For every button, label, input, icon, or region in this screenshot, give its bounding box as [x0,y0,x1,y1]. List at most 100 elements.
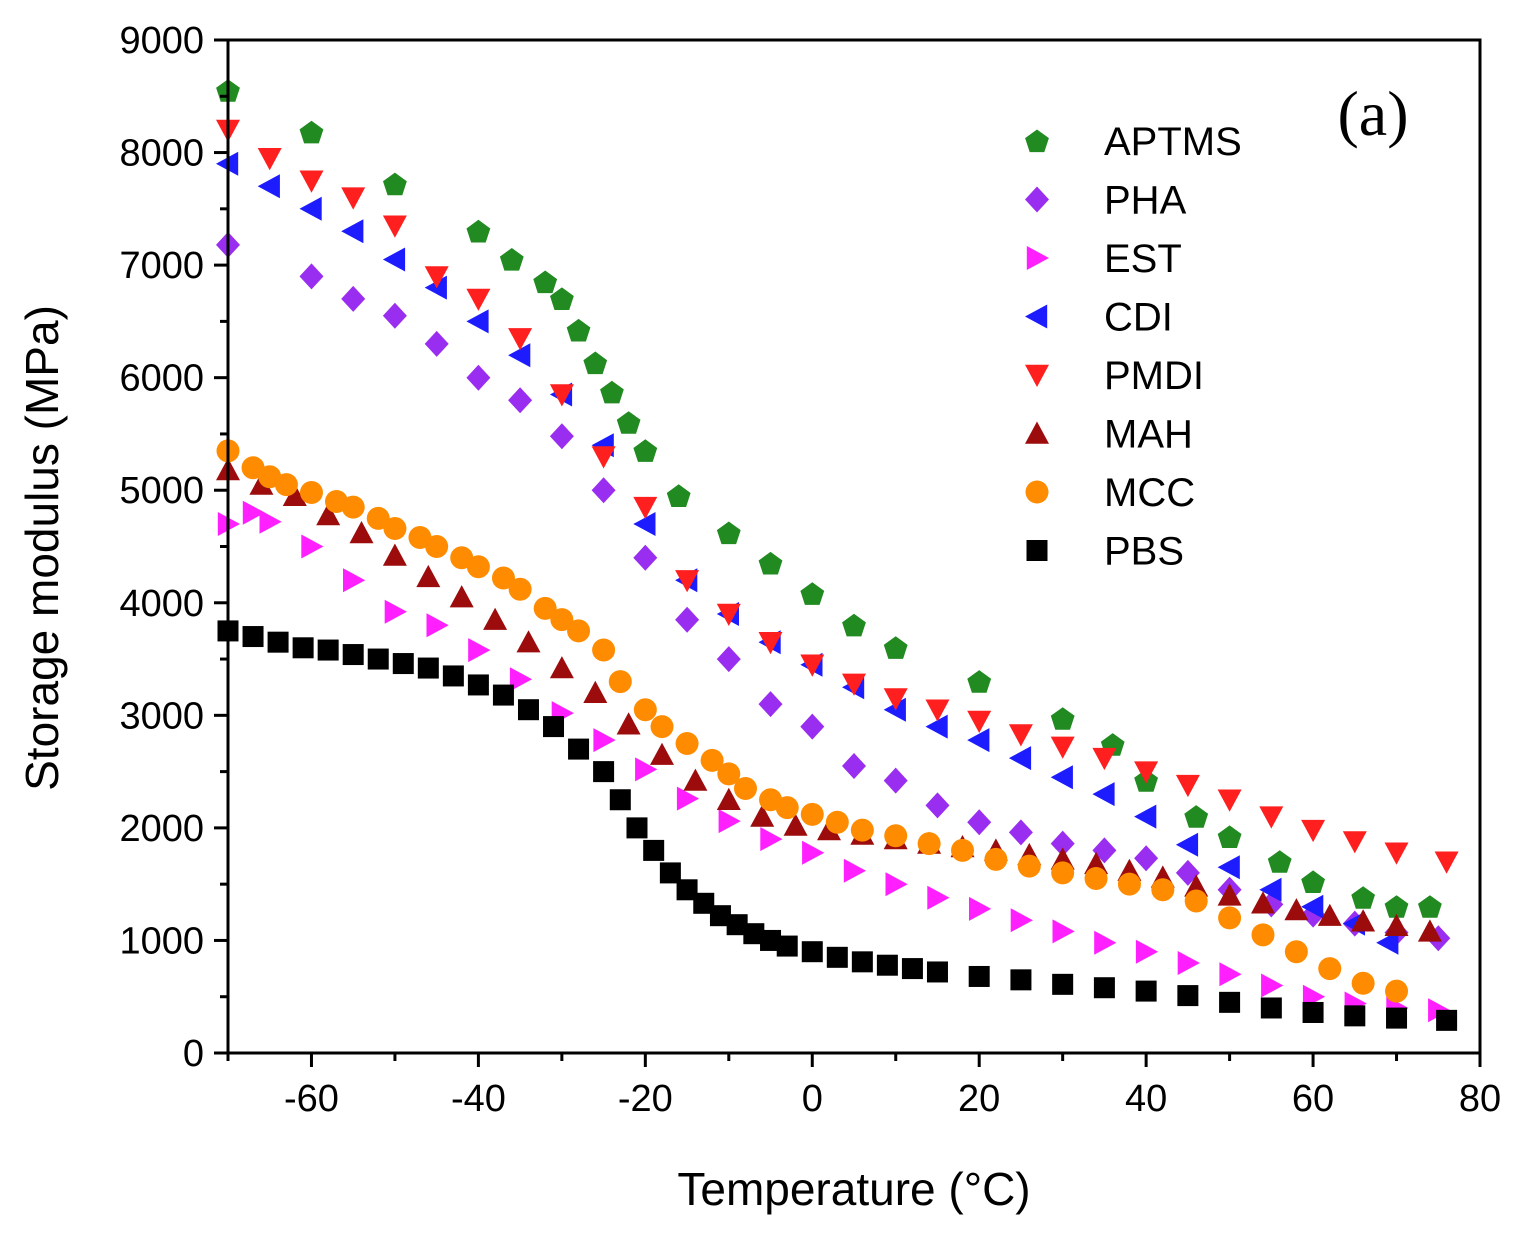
data-point-pmdi [925,699,950,722]
legend-marker-est [1026,246,1049,270]
data-point-mah [750,804,775,827]
data-point-mah [282,483,307,506]
x-tick-label: 80 [1459,1078,1501,1120]
data-point-pbs [926,961,948,983]
data-point-pbs [267,631,289,653]
data-point-pmdi [1134,761,1159,784]
data-point-pbs [492,684,514,706]
data-point-mcc [1051,861,1075,885]
data-point-cdi [466,309,489,334]
legend-marker-pbs [1026,540,1048,561]
data-point-pmdi [591,446,616,469]
data-point-cdi [1217,855,1240,880]
data-point-cdi [341,219,364,244]
data-point-est [1261,973,1284,998]
legend-label-pbs: PBS [1104,530,1184,574]
data-point-aptms [1184,805,1209,828]
legend-entry-mcc: MCC [1025,471,1195,515]
data-point-est [1135,939,1159,964]
data-point-cdi [1092,782,1115,807]
y-tick-label: 9000 [119,20,204,62]
data-point-mcc [491,566,515,590]
legend-marker-pmdi [1025,364,1049,387]
data-point-pbs [1344,1005,1366,1027]
data-point-pbs [876,954,898,976]
data-point-mcc [917,832,941,856]
data-point-pmdi [508,328,533,351]
data-point-mcc [1318,957,1342,981]
data-point-pbs [659,862,681,884]
data-point-pbs [1260,997,1282,1019]
data-point-mcc [800,802,824,826]
data-point-pmdi [1050,736,1075,759]
data-point-pmdi [1217,789,1242,812]
data-point-est [676,786,700,811]
data-point-est [1094,930,1117,955]
data-point-aptms [466,219,491,243]
data-point-mcc [717,762,741,786]
data-point-pmdi [1175,774,1200,798]
data-markers [216,79,1459,1031]
x-axis-title: Temperature (°C) [677,1163,1030,1215]
data-point-mcc [508,577,532,601]
legend-label-est: EST [1104,237,1182,281]
panel-label: (a) [1337,78,1408,149]
data-point-mah [583,680,608,703]
data-point-pbs [1010,969,1032,991]
data-point-est [1219,962,1242,987]
y-tick-label: 3000 [119,695,204,737]
data-point-pha [382,302,407,329]
data-point-mah [1417,919,1442,942]
data-point-mcc [366,506,390,530]
data-point-pmdi [1342,831,1367,854]
data-point-pbs [643,839,665,861]
y-tick-label: 1000 [119,920,204,962]
x-tick-label: 40 [1125,1078,1167,1120]
data-point-aptms [550,287,574,310]
data-point-pbs [442,665,464,687]
data-point-aptms [600,380,624,404]
data-point-est [802,840,825,865]
data-point-cdi [382,247,406,272]
data-point-pbs [543,716,565,738]
data-point-pmdi [299,170,324,193]
data-point-est [301,534,324,559]
data-point-cdi [1008,746,1032,771]
data-point-pbs [1093,977,1115,999]
data-point-cdi [1134,804,1157,829]
legend-label-pha: PHA [1104,179,1187,223]
legend-marker-cdi [1025,304,1048,329]
data-point-pmdi [1434,851,1459,874]
y-tick-label: 4000 [119,583,204,625]
data-point-aptms [666,484,691,507]
data-point-aptms [716,521,741,545]
x-tick-label: -60 [284,1078,339,1120]
data-point-aptms [1217,825,1242,848]
data-point-mcc [425,535,449,558]
data-point-est [384,599,407,624]
data-point-pmdi [800,654,825,677]
data-point-mcc [550,608,574,632]
data-point-est [343,568,366,593]
data-point-cdi [1175,832,1199,857]
data-point-mcc [1284,940,1308,964]
data-point-pha [299,263,324,290]
data-point-est [885,872,908,897]
data-point-cdi [424,275,447,300]
data-point-mcc [341,495,365,519]
data-point-mah [449,585,474,608]
data-point-pmdi [257,148,282,171]
data-point-pbs [317,639,339,661]
data-point-cdi [633,512,656,536]
data-point-mah [783,813,808,836]
data-point-mah [349,521,374,544]
data-point-aptms [1384,895,1409,918]
legend-label-cdi: CDI [1104,296,1173,340]
series-aptms [216,79,1442,918]
data-point-est [509,667,533,692]
data-point-mcc [567,619,591,643]
data-point-pmdi [1092,747,1117,771]
data-point-mah [1351,909,1376,932]
legend-entry-pbs: PBS [1026,530,1184,574]
